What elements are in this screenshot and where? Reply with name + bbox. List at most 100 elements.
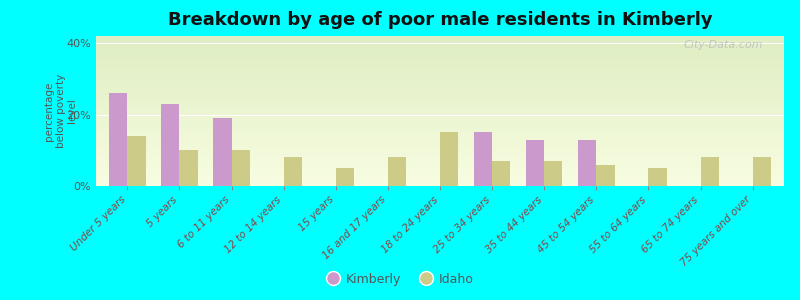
Bar <box>96 172 784 174</box>
Bar <box>96 75 784 76</box>
Bar <box>96 74 784 75</box>
Bar <box>474 132 492 186</box>
Bar <box>161 104 179 186</box>
Bar <box>96 153 784 154</box>
Title: Breakdown by age of poor male residents in Kimberly: Breakdown by age of poor male residents … <box>168 11 712 29</box>
Bar <box>96 165 784 166</box>
Bar <box>96 132 784 134</box>
Bar <box>96 76 784 78</box>
Bar <box>96 100 784 102</box>
Bar <box>96 138 784 140</box>
Bar <box>96 147 784 148</box>
Bar <box>388 158 406 186</box>
Bar <box>96 177 784 178</box>
Bar <box>96 146 784 147</box>
Bar <box>96 154 784 156</box>
Bar <box>96 63 784 64</box>
Bar <box>96 158 784 159</box>
Bar <box>96 93 784 94</box>
Bar <box>96 58 784 60</box>
Bar <box>596 165 614 186</box>
Text: City-Data.com: City-Data.com <box>684 40 763 50</box>
Bar <box>96 106 784 108</box>
Bar <box>96 51 784 52</box>
Bar <box>179 150 198 186</box>
Legend: Kimberly, Idaho: Kimberly, Idaho <box>322 268 478 291</box>
Bar <box>96 117 784 118</box>
Bar <box>96 88 784 90</box>
Bar <box>96 78 784 80</box>
Bar <box>96 39 784 40</box>
Bar <box>96 68 784 69</box>
Bar <box>96 116 784 117</box>
Bar <box>96 90 784 92</box>
Bar <box>96 70 784 72</box>
Bar <box>96 99 784 100</box>
Bar <box>96 122 784 123</box>
Bar <box>96 168 784 170</box>
Bar <box>96 134 784 135</box>
Bar <box>96 150 784 152</box>
Bar <box>96 36 784 38</box>
Bar <box>336 168 354 186</box>
Bar <box>96 112 784 114</box>
Bar <box>96 142 784 144</box>
Bar <box>96 174 784 176</box>
Bar <box>96 169 784 171</box>
Bar <box>96 167 784 168</box>
Bar <box>96 61 784 63</box>
Bar <box>127 136 146 186</box>
Bar <box>96 44 784 45</box>
Bar <box>96 114 784 116</box>
Bar <box>96 129 784 130</box>
Bar <box>96 118 784 120</box>
Bar <box>284 158 302 186</box>
Bar <box>96 66 784 68</box>
Bar <box>96 98 784 99</box>
Bar <box>96 60 784 61</box>
Bar <box>96 102 784 104</box>
Bar <box>96 183 784 184</box>
Bar <box>96 141 784 142</box>
Bar <box>96 160 784 162</box>
Bar <box>96 94 784 96</box>
Bar <box>96 64 784 66</box>
Bar <box>96 48 784 50</box>
Bar <box>96 136 784 138</box>
Bar <box>96 159 784 160</box>
Bar <box>96 42 784 44</box>
Bar <box>578 140 596 186</box>
Bar <box>96 105 784 106</box>
Bar <box>96 182 784 183</box>
Bar <box>440 132 458 186</box>
Bar <box>96 46 784 48</box>
Bar <box>96 110 784 111</box>
Bar <box>96 50 784 51</box>
Bar <box>96 82 784 84</box>
Bar <box>96 84 784 86</box>
Bar <box>96 148 784 150</box>
Bar <box>96 69 784 70</box>
Bar <box>96 111 784 112</box>
Bar <box>96 156 784 158</box>
Bar <box>544 161 562 186</box>
Bar <box>96 120 784 122</box>
Bar <box>96 54 784 56</box>
Bar <box>96 81 784 82</box>
Bar <box>96 108 784 110</box>
Bar <box>96 57 784 58</box>
Bar <box>96 178 784 180</box>
Bar <box>96 38 784 39</box>
Bar <box>701 158 719 186</box>
Bar <box>96 176 784 177</box>
Bar <box>649 168 666 186</box>
Bar <box>96 184 784 186</box>
Bar <box>526 140 544 186</box>
Bar <box>96 87 784 88</box>
Bar <box>96 126 784 128</box>
Bar <box>96 152 784 153</box>
Bar <box>96 80 784 81</box>
Bar <box>96 135 784 136</box>
Bar <box>96 171 784 172</box>
Bar <box>96 96 784 98</box>
